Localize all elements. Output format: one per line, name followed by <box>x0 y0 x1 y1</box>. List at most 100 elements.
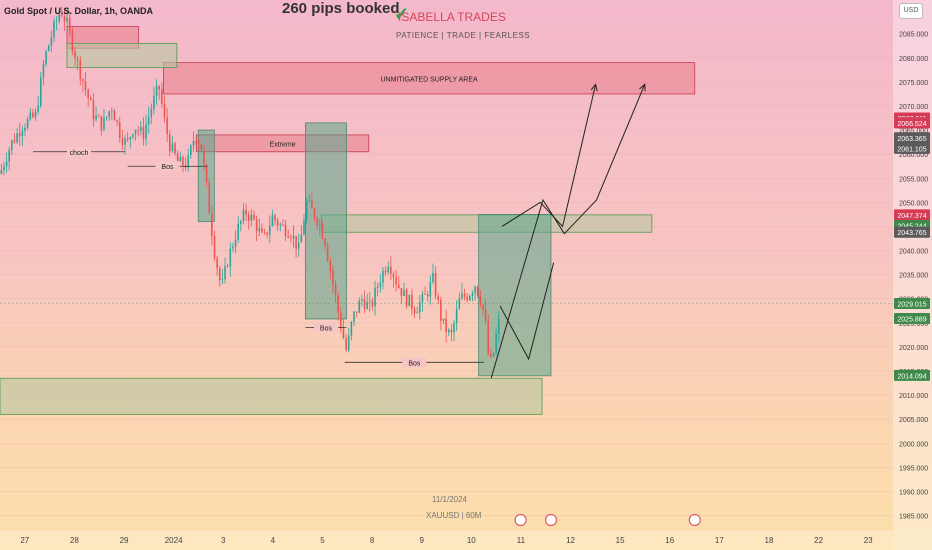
candle-body <box>95 115 97 120</box>
candle-body <box>261 228 263 233</box>
candle-body <box>466 296 468 300</box>
candle-body <box>458 298 461 310</box>
price-tag <box>894 209 930 221</box>
x-tick-label: 27 <box>20 536 29 545</box>
candle-body <box>253 214 255 220</box>
zone-demand <box>66 42 178 68</box>
price-tag-label: 2047.374 <box>897 213 926 220</box>
candle-body <box>474 286 476 294</box>
candle-body <box>374 288 376 307</box>
candle-body <box>111 110 113 112</box>
candle-body <box>195 141 197 144</box>
candle-body <box>479 296 482 305</box>
price-tag <box>894 132 930 144</box>
candle-body <box>116 120 118 123</box>
candle-body <box>13 140 16 143</box>
candle-body <box>432 272 434 282</box>
event-flag-icon <box>514 513 527 527</box>
candle-body <box>5 161 8 167</box>
candle-body <box>0 170 3 174</box>
candle-body <box>153 96 155 109</box>
candle-body <box>292 235 295 239</box>
price-tag <box>894 142 930 154</box>
candle-body <box>279 224 282 226</box>
candle-body <box>32 112 34 117</box>
candle-body <box>242 209 245 222</box>
candle-body <box>455 309 458 324</box>
price-tag-label: 2066.524 <box>897 121 926 128</box>
candle-body <box>137 129 139 131</box>
candle-body <box>476 286 479 297</box>
candle-body <box>353 311 355 323</box>
candle-body <box>358 300 361 313</box>
candle-body <box>50 37 53 46</box>
candle-body <box>18 133 21 137</box>
swing-label-bg <box>155 161 180 172</box>
price-tag <box>894 369 930 381</box>
candle-body <box>258 228 261 232</box>
candle-body <box>408 294 411 307</box>
candle-body <box>224 266 226 280</box>
candle-body <box>21 130 24 137</box>
candle-body <box>471 293 474 297</box>
candle-body <box>61 14 63 17</box>
candle-body <box>103 117 105 130</box>
candle-body <box>82 79 84 82</box>
candle-body <box>203 150 205 165</box>
candle-body <box>487 320 490 354</box>
candle-body <box>442 318 445 321</box>
candle-body <box>429 281 432 297</box>
candle-body <box>437 296 440 301</box>
candle-body <box>263 232 266 234</box>
candle-body <box>97 115 100 117</box>
candle-body <box>134 129 137 135</box>
x-tick-label: 12 <box>566 536 575 545</box>
y-tick-label: 2075.000 <box>899 80 928 87</box>
x-tick-label: 16 <box>665 536 674 545</box>
candle-body <box>55 20 58 22</box>
candle-body <box>492 353 495 357</box>
candle-body <box>337 295 340 313</box>
candle-body <box>182 157 184 166</box>
x-tick-label: 15 <box>616 536 625 545</box>
candle-body <box>461 293 463 299</box>
x-tick-label: 9 <box>419 536 424 545</box>
candle-body <box>266 232 268 235</box>
candle-body <box>108 111 111 117</box>
candle-body <box>497 318 500 334</box>
candle-body <box>168 134 171 152</box>
candle-body <box>74 51 76 59</box>
headline: 260 pips booked <box>282 0 400 17</box>
candle-body <box>163 103 166 118</box>
candle-body <box>469 296 471 300</box>
candle-body <box>42 64 45 78</box>
candle-body <box>245 209 247 215</box>
projection-arrow-icon <box>590 83 598 92</box>
candle-body <box>47 45 50 52</box>
candle-body <box>366 301 368 309</box>
candle-body <box>421 294 424 303</box>
currency-button[interactable]: USD <box>899 3 923 19</box>
candle-body <box>382 270 384 283</box>
y-tick-label: 2050.000 <box>899 200 928 207</box>
price-tag-label: 2029.015 <box>897 302 926 309</box>
candle-body <box>290 237 292 239</box>
x-tick-label: 22 <box>814 536 823 545</box>
x-tick-label: 29 <box>120 536 129 545</box>
candle-body <box>419 302 421 313</box>
candle-body <box>482 304 484 310</box>
candle-body <box>155 85 158 97</box>
candle-body <box>229 248 232 267</box>
candle-body <box>200 144 203 151</box>
candle-body <box>90 97 92 101</box>
y-tick-label: 2010.000 <box>899 393 928 400</box>
candle-body <box>140 126 142 131</box>
x-tick-label: 8 <box>370 536 375 545</box>
candle-body <box>413 308 416 314</box>
y-tick-label: 2020.000 <box>899 345 928 352</box>
candle-body <box>145 124 147 139</box>
y-tick-label: 2000.000 <box>899 441 928 448</box>
candle-body <box>190 145 192 156</box>
